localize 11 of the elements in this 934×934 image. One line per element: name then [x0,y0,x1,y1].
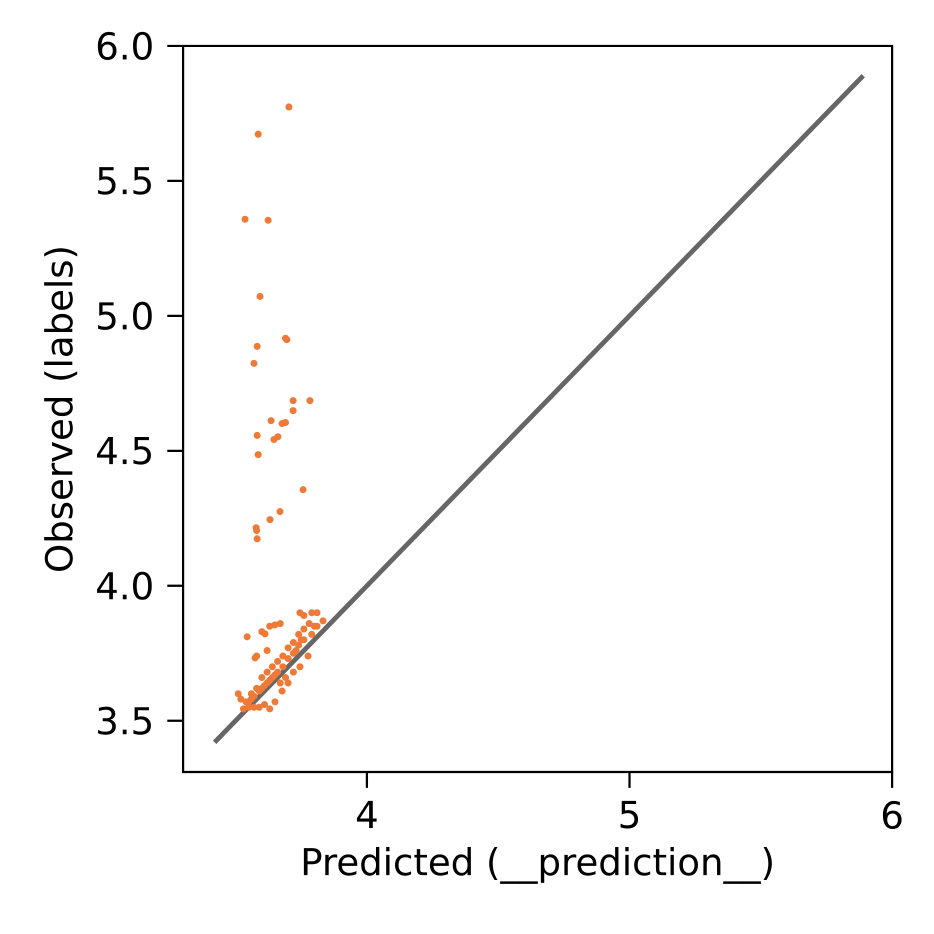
y-tick-label: 4.0 [97,572,152,600]
x-tick-label: 5 [620,800,638,828]
y-tick-label: 5.5 [98,167,151,195]
x-tick-label: 4 [356,800,377,828]
y-tick-label: 4.5 [97,437,151,465]
x-axis-title: Predicted (__prediction__) [304,846,772,884]
x-tick-label: 6 [882,800,902,829]
y-axis-title: Observed (labels) [44,248,78,571]
y-tick-label: 6.0 [98,32,152,60]
y-tick-label: 5.0 [98,302,152,330]
y-tick-label: 3.5 [98,706,151,735]
